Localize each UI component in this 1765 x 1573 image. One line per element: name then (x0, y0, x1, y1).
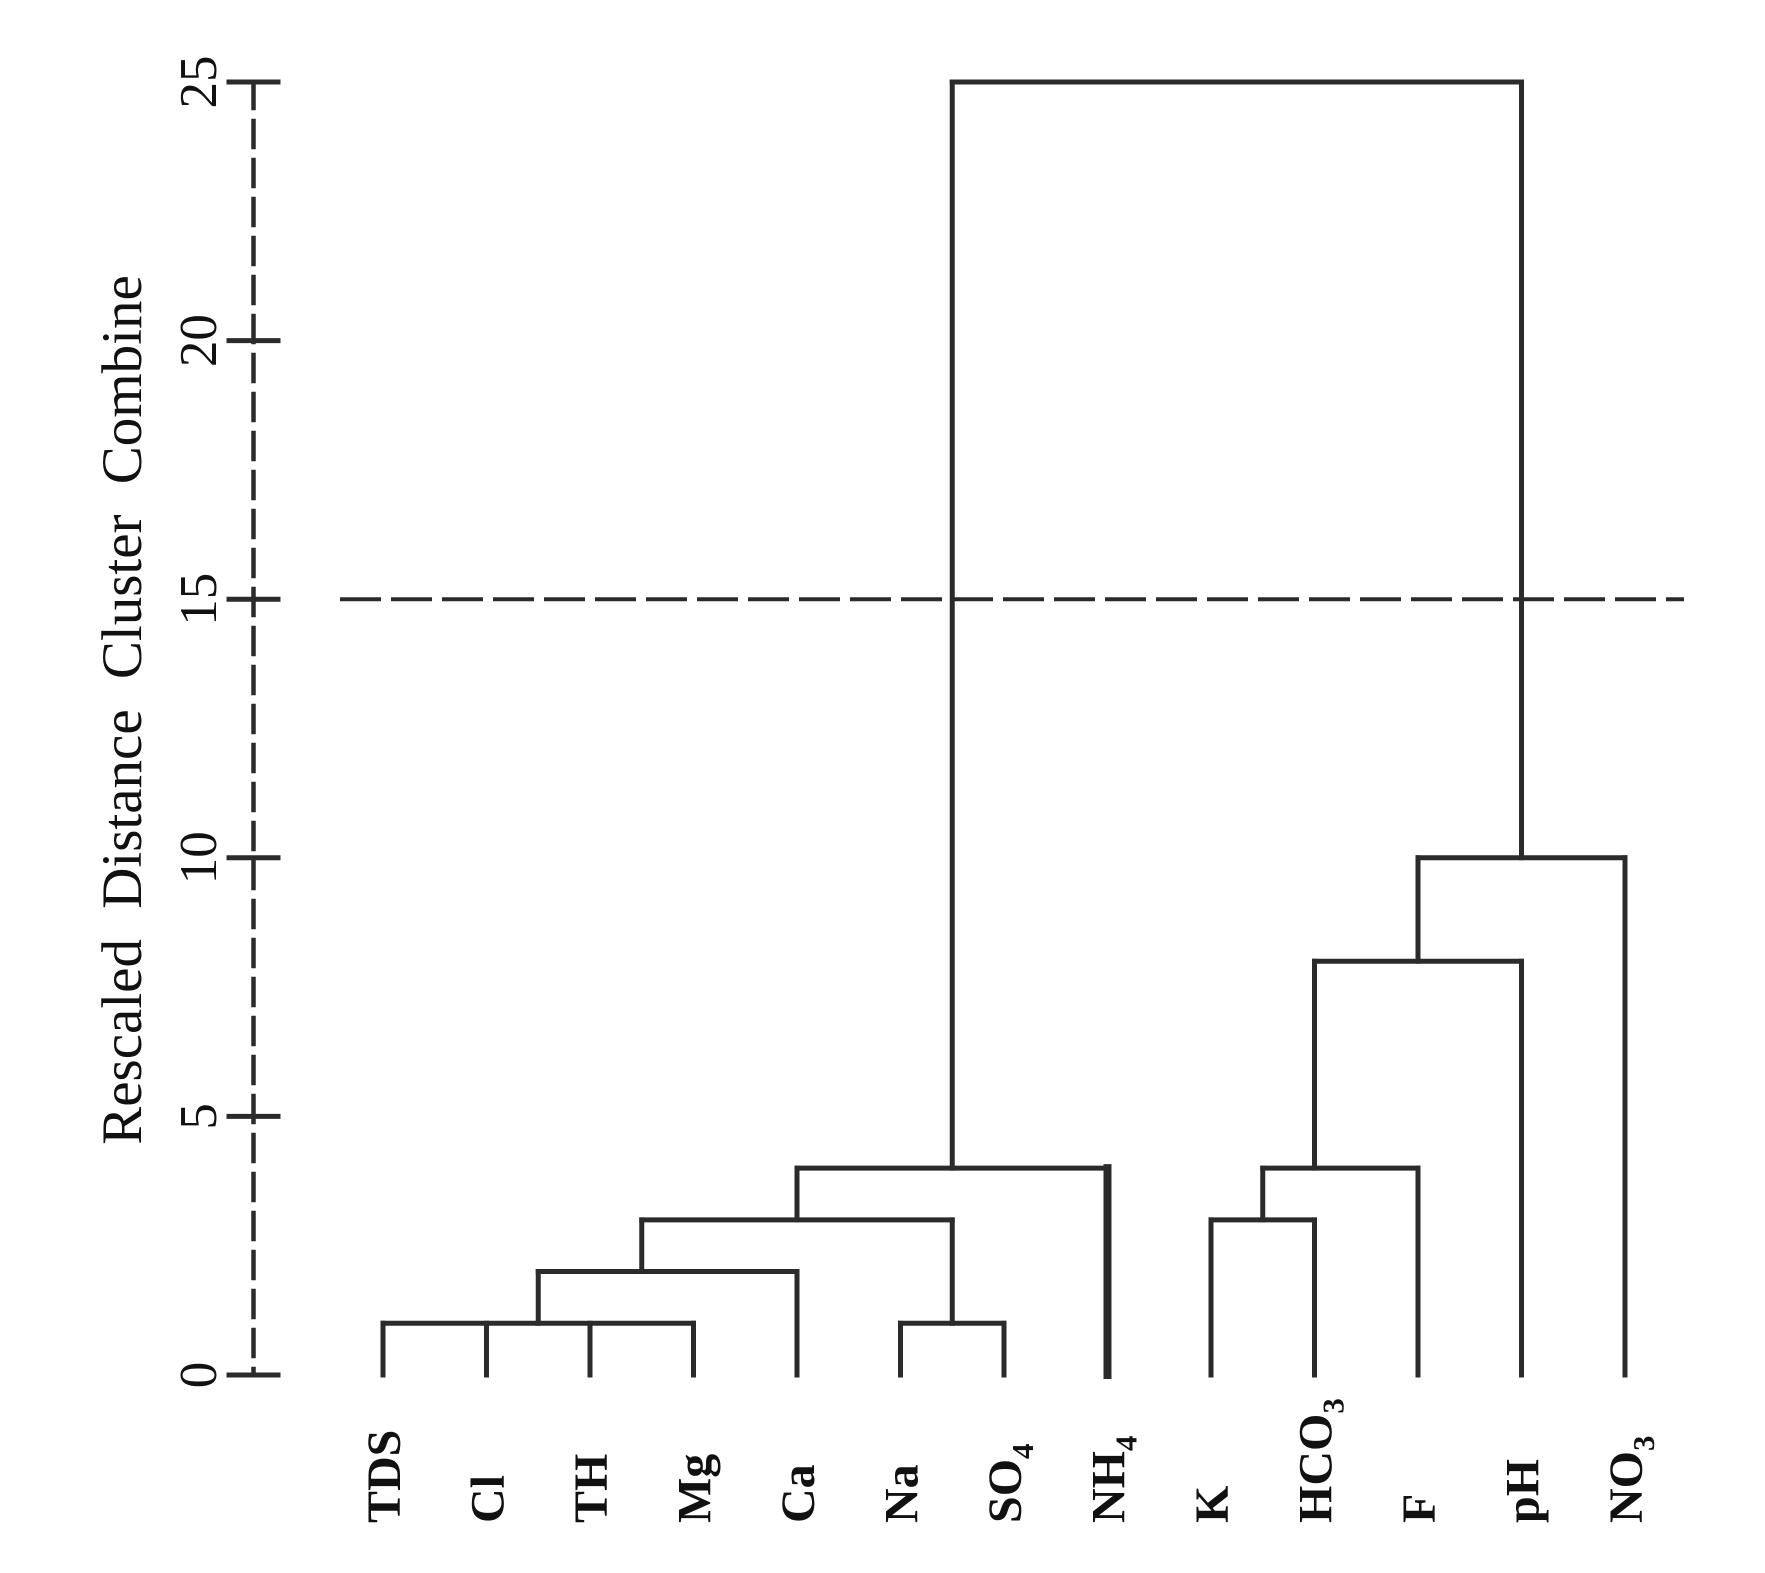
leaf-label-TH: TH (565, 1454, 618, 1523)
leaf-label-SO4: SO4 (979, 1443, 1040, 1523)
leaf-label-Mg: Mg (669, 1454, 722, 1523)
leaf-label-main: TDS (358, 1430, 411, 1523)
leaf-label-main: TH (565, 1454, 618, 1523)
tick-label-25: 25 (170, 56, 228, 109)
tick-label-5: 5 (170, 1103, 228, 1130)
tick-label-15: 15 (170, 573, 228, 626)
leaf-label-Ca: Ca (772, 1464, 825, 1523)
leaf-label-main: Ca (772, 1464, 825, 1523)
leaf-label-main: Na (876, 1464, 929, 1523)
leaf-label-main: Cl (462, 1475, 515, 1523)
tick-label-20: 20 (170, 314, 228, 367)
leaf-label-main: Mg (669, 1454, 722, 1523)
leaf-label-pH: pH (1497, 1459, 1550, 1523)
leaf-label-Cl: Cl (462, 1475, 515, 1523)
leaf-label-TDS: TDS (358, 1430, 411, 1523)
leaf-label-NH4: NH4 (1083, 1436, 1144, 1524)
leaf-label-main: HCO (1290, 1414, 1343, 1523)
leaf-label-main: NO (1600, 1451, 1653, 1523)
leaf-label-subscript: 3 (1316, 1398, 1351, 1414)
leaf-label-subscript: 4 (1005, 1443, 1040, 1459)
tick-label-10: 10 (170, 831, 228, 884)
tick-label-0: 0 (170, 1362, 228, 1389)
leaf-label-K: K (1186, 1486, 1239, 1523)
leaf-label-main: NH (1083, 1451, 1136, 1523)
leaf-label-F: F (1393, 1494, 1446, 1523)
leaf-label-main: SO (979, 1459, 1032, 1523)
leaf-label-subscript: 3 (1626, 1436, 1661, 1452)
leaf-label-NO3: NO3 (1600, 1436, 1661, 1524)
leaf-label-Na: Na (876, 1464, 929, 1523)
axis-title: Rescaled Distance Cluster Combine (91, 275, 154, 1145)
leaf-label-HCO3: HCO3 (1290, 1398, 1351, 1523)
leaf-label-main: F (1393, 1494, 1446, 1523)
leaf-label-subscript: 4 (1109, 1436, 1144, 1452)
leaf-label-main: pH (1497, 1459, 1550, 1523)
leaf-label-main: K (1186, 1486, 1239, 1523)
